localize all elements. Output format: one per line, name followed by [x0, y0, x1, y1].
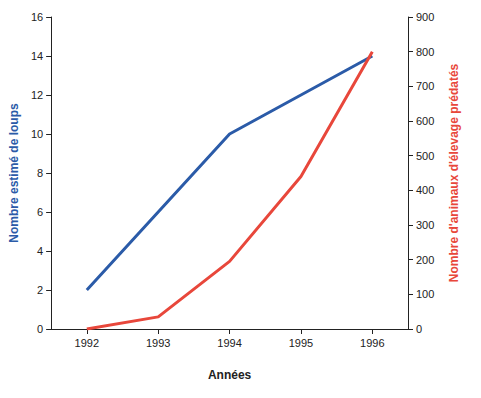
svg-text:100: 100 — [416, 288, 434, 300]
svg-text:Nombre d'animaux d'élevage pré: Nombre d'animaux d'élevage prédatés — [447, 63, 461, 282]
svg-text:2: 2 — [37, 284, 43, 296]
svg-text:8: 8 — [37, 167, 43, 179]
svg-text:200: 200 — [416, 254, 434, 266]
svg-text:10: 10 — [31, 128, 43, 140]
svg-text:4: 4 — [37, 245, 43, 257]
svg-text:1995: 1995 — [289, 337, 313, 349]
svg-text:400: 400 — [416, 184, 434, 196]
svg-text:1996: 1996 — [360, 337, 384, 349]
svg-text:900: 900 — [416, 11, 434, 23]
svg-text:1992: 1992 — [75, 337, 99, 349]
svg-text:16: 16 — [31, 11, 43, 23]
svg-text:1994: 1994 — [217, 337, 241, 349]
svg-text:800: 800 — [416, 46, 434, 58]
svg-text:300: 300 — [416, 219, 434, 231]
svg-text:1993: 1993 — [146, 337, 170, 349]
svg-text:0: 0 — [37, 323, 43, 335]
svg-text:500: 500 — [416, 150, 434, 162]
svg-text:14: 14 — [31, 50, 43, 62]
svg-text:700: 700 — [416, 80, 434, 92]
svg-text:0: 0 — [416, 323, 422, 335]
svg-text:6: 6 — [37, 206, 43, 218]
svg-text:Nombre estimé de loups: Nombre estimé de loups — [7, 103, 21, 243]
svg-text:Années: Années — [208, 368, 252, 382]
svg-text:12: 12 — [31, 89, 43, 101]
svg-text:600: 600 — [416, 115, 434, 127]
